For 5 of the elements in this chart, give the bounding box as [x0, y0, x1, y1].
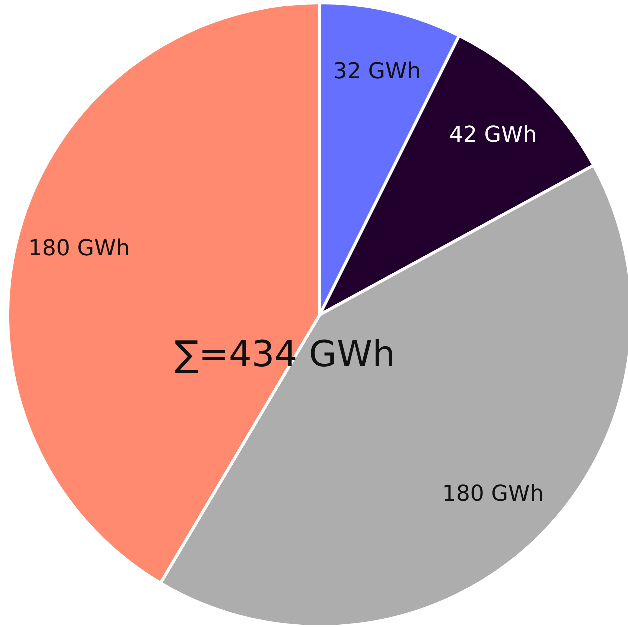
data-label: 42 GWh [449, 122, 538, 148]
data-label: 32 GWh [333, 60, 422, 85]
text: ∑=434 GWh [174, 334, 396, 376]
data-label: 180 GWh [28, 236, 130, 262]
data-label: 180 GWh [442, 482, 544, 508]
